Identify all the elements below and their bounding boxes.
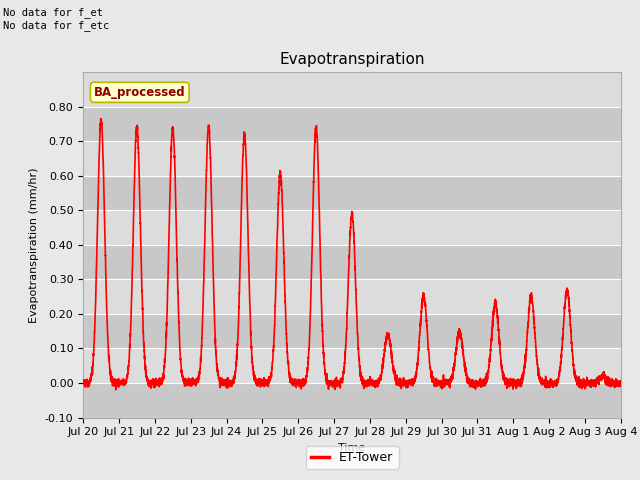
Text: BA_processed: BA_processed bbox=[94, 86, 186, 99]
X-axis label: Time: Time bbox=[339, 443, 365, 453]
Bar bbox=[83, 383, 621, 418]
Legend: ET-Tower: ET-Tower bbox=[305, 446, 399, 469]
Bar bbox=[83, 176, 621, 210]
Bar bbox=[83, 141, 621, 176]
Title: Evapotranspiration: Evapotranspiration bbox=[279, 52, 425, 67]
Y-axis label: Evapotranspiration (mm/hr): Evapotranspiration (mm/hr) bbox=[29, 167, 39, 323]
Bar bbox=[83, 279, 621, 314]
Bar bbox=[83, 107, 621, 141]
Bar bbox=[83, 210, 621, 245]
Bar bbox=[83, 314, 621, 348]
Bar bbox=[83, 245, 621, 279]
Text: No data for f_et
No data for f_etc: No data for f_et No data for f_etc bbox=[3, 7, 109, 31]
Bar bbox=[83, 348, 621, 383]
